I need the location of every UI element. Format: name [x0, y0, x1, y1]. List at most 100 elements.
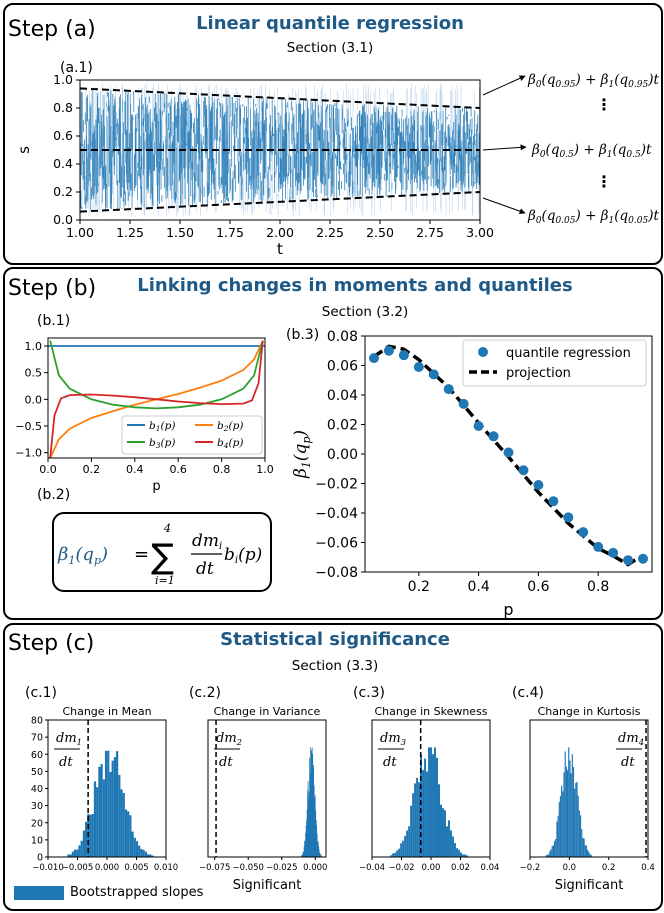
qr-point — [518, 465, 529, 476]
hist-bar — [133, 837, 136, 857]
hist-bar — [124, 809, 128, 857]
x-tick-label: 0.000 — [95, 863, 119, 873]
hist-bar — [590, 855, 592, 857]
x-tick-label: 1.50 — [166, 225, 194, 240]
hist-bar — [551, 846, 553, 857]
x-tick-label: 1.0 — [256, 463, 274, 476]
hist-bar — [436, 757, 439, 857]
basis-curve-4 — [49, 340, 264, 458]
qr-point — [443, 384, 454, 395]
qr-point — [608, 547, 619, 558]
slope-annotation: dm1 — [56, 731, 82, 748]
hist-bar — [113, 757, 116, 857]
panel-c2-label: (c.2) — [189, 685, 221, 701]
hist-bar — [104, 750, 108, 857]
x-axis-label: t — [277, 240, 283, 258]
hist-bar — [96, 787, 99, 857]
hist-bar — [390, 855, 393, 857]
hist-title: Change in Mean — [62, 705, 151, 718]
x-tick-label: 0.6 — [527, 579, 549, 595]
y-tick-label: 10 — [31, 835, 43, 846]
hist-bar — [318, 846, 320, 857]
qr-point — [398, 350, 409, 361]
hist-bar — [315, 810, 317, 857]
hist-bar — [320, 855, 322, 857]
hist-title: Change in Variance — [214, 705, 321, 718]
hist-bar — [313, 765, 315, 857]
quantile-line-0 — [79, 87, 481, 109]
legend-entry: quantile regression — [506, 346, 631, 361]
hist-bar — [71, 851, 74, 857]
step-c-label: Step (c) — [8, 631, 95, 656]
hist-bar — [311, 750, 313, 857]
y-tick-label: −0.06 — [315, 536, 358, 552]
hist-bar — [316, 825, 318, 857]
hist-bar — [453, 843, 456, 857]
x-tick-label: −0.025 — [266, 863, 297, 873]
axes-frame — [529, 719, 649, 858]
hist-bar — [424, 758, 427, 857]
x-tick-label: −0.04 — [359, 863, 385, 873]
hist-bar — [310, 747, 312, 857]
hist-bar — [308, 792, 310, 857]
hist-bar — [314, 797, 316, 857]
x-tick-label: 0.0 — [563, 863, 577, 873]
hist-bar — [418, 782, 421, 857]
x-tick-label: 0.2 — [83, 463, 101, 476]
panel-c3-label: (c.3) — [353, 685, 385, 701]
hist-bar — [302, 853, 303, 857]
hist-bar — [80, 840, 83, 857]
hist-bar — [312, 767, 314, 857]
hist-panel-c2: dm2 dt Change in Variance −0.075 −0.050 −0.02… — [199, 705, 327, 893]
panel-b3-label: (b.3) — [286, 327, 320, 343]
hist-bar — [303, 846, 305, 857]
hist-bar — [400, 843, 403, 857]
hist-bar — [587, 849, 589, 857]
y-tick-label: 30 — [31, 801, 43, 812]
hist-bar — [76, 849, 79, 857]
hist-bar — [100, 764, 103, 857]
x-tick-label: 0.010 — [154, 863, 178, 873]
x-tick-label: 0.8 — [213, 463, 231, 476]
y-tick-label: 60 — [31, 750, 43, 761]
hist-panel-c4: dm4 dt Change in Kurtosis −0.2 0.0 0.2 0.4 Sign… — [520, 705, 655, 893]
x-tick-label: −0.2 — [520, 863, 541, 873]
hist-bar — [398, 848, 401, 857]
hist-bar — [559, 796, 562, 857]
equation-equals: = — [134, 544, 149, 565]
hist-bar — [568, 747, 570, 857]
hist-bar — [461, 854, 464, 857]
x-tick-label: −0.050 — [232, 863, 263, 873]
hist-bar — [120, 789, 123, 857]
hist-bar — [451, 836, 454, 857]
hist-bar — [572, 767, 575, 857]
y-tick-label: 0.0 — [25, 393, 43, 406]
equation-box: β1(qp) = ∑ 4 i=1 dmi dt bi(p) — [52, 512, 272, 592]
slope-annotation: dm3 — [380, 731, 406, 748]
hist-bar — [318, 849, 320, 857]
x-tick-label: 0.8 — [587, 579, 609, 595]
hist-bar — [111, 760, 114, 857]
y-tick-label: 1.0 — [25, 340, 43, 353]
y-tick-label: 0.04 — [327, 388, 358, 404]
hist-bar — [307, 781, 309, 857]
panel-b1-label: (b.1) — [37, 313, 71, 329]
hist-bar — [566, 770, 569, 857]
hist-bar — [314, 795, 316, 857]
hist-bar — [98, 766, 101, 857]
hist-bar — [576, 781, 578, 857]
hist-bar — [555, 838, 557, 857]
x-tick-label: 2.75 — [416, 225, 444, 240]
x-axis-label: p — [152, 479, 160, 494]
hist-bar — [305, 832, 307, 857]
x-tick-label: 0.4 — [467, 579, 489, 595]
hist-bar — [402, 840, 405, 857]
hist-bar — [545, 855, 547, 857]
sum-symbol: ∑ — [151, 537, 174, 577]
legend-entry: projection — [506, 366, 571, 381]
hist-bar — [556, 821, 558, 857]
basis-curve-3 — [49, 340, 264, 410]
x-tick-label: 0.6 — [169, 463, 187, 476]
chart-a1: 1.00 1.25 1.50 1.75 2.00 2.25 2.50 2.75 3.00 0.0 0… — [15, 72, 659, 258]
hist-bar — [557, 815, 559, 857]
